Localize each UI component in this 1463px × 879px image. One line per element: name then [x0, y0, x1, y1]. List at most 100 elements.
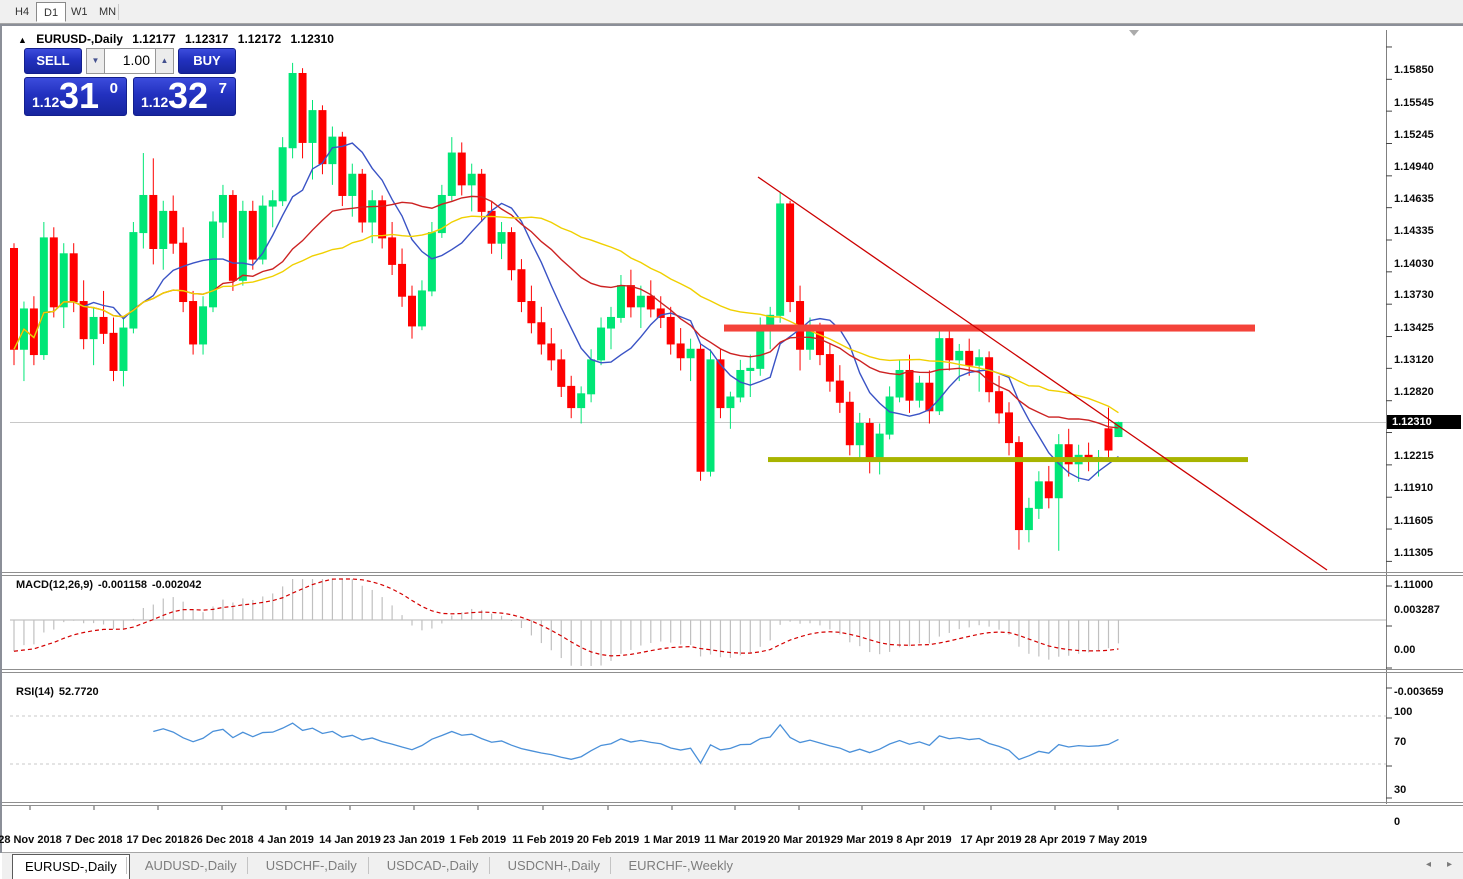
candle-body	[955, 350, 964, 361]
panel-separator[interactable]	[2, 572, 1463, 573]
candle-body	[139, 194, 148, 234]
candle-body	[995, 391, 1004, 414]
candle-body	[985, 357, 994, 393]
candle-body	[79, 301, 88, 340]
timeframe-tab-H4[interactable]: H4	[15, 6, 30, 18]
buy-price-main: 32	[168, 75, 209, 116]
candle-body	[348, 173, 357, 196]
tab-separator	[246, 857, 248, 874]
panel-separator[interactable]	[2, 669, 1463, 670]
candle-body	[616, 285, 625, 318]
candle-body	[1034, 481, 1043, 509]
tab-separator	[125, 857, 127, 874]
candle-body	[915, 382, 924, 401]
support-line[interactable]	[768, 457, 1248, 463]
symbol-tab-bar: EURUSD-,Daily AUDUSD-,Daily USDCHF-,Daily U…	[2, 852, 1463, 879]
candle-body	[1064, 444, 1073, 465]
candle-body	[497, 232, 506, 244]
price-axis-label: 1.15545	[1394, 96, 1434, 109]
candle-body	[726, 396, 735, 409]
date-axis-label: 7 May 2019	[1088, 834, 1148, 846]
descending-trendline[interactable]	[757, 176, 1328, 571]
candle-body	[427, 232, 436, 292]
volume-increase-button[interactable]: ▲	[156, 48, 174, 74]
candle-body	[417, 290, 426, 327]
symbol-tab-EURCHF[interactable]: EURCHF-,Weekly	[628, 858, 734, 873]
candle-body	[10, 247, 18, 350]
candle-body	[179, 242, 188, 303]
candle-body	[437, 194, 446, 234]
symbol-tab-USDCAD[interactable]: USDCAD-,Daily	[386, 858, 479, 873]
candle-body	[59, 253, 68, 308]
tabs-scroll-right-icon[interactable]: ▸	[1447, 859, 1453, 870]
macd-value-2: -0.002042	[151, 579, 202, 591]
symbol-tab-USDCHF[interactable]: USDCHF-,Daily	[265, 858, 357, 873]
date-axis-label: 29 Mar 2019	[830, 834, 894, 846]
candle-body	[199, 306, 208, 345]
candle-body	[318, 110, 327, 165]
macd-axis-label: -0.003659	[1394, 686, 1444, 698]
price-axis-label: 1.13730	[1394, 289, 1434, 302]
toolbar-separator	[118, 4, 119, 20]
candle-body	[696, 348, 705, 472]
candle-body	[935, 338, 944, 412]
tabs-scroll-left-icon[interactable]: ◂	[1426, 859, 1432, 870]
buy-price-button[interactable]: 1.12 32 7	[133, 75, 236, 116]
buy-price-prefix: 1.12	[141, 94, 169, 110]
panel-separator	[2, 802, 1463, 803]
candle-body	[129, 232, 138, 329]
volume-input[interactable]: 1.00	[104, 48, 156, 74]
candle-body	[248, 210, 257, 260]
price-axis-label: 1.15850	[1394, 64, 1434, 77]
timeframe-toolbar: H4 D1 W1 MN	[0, 0, 1463, 24]
rsi-axis-label: 100	[1394, 706, 1413, 718]
resistance-line[interactable]	[724, 324, 1255, 332]
candle-body	[756, 327, 765, 369]
timeframe-tab-MN[interactable]: MN	[99, 6, 117, 18]
candle-body	[636, 295, 645, 308]
candle-body	[597, 327, 606, 361]
volume-decrease-button[interactable]: ▼	[86, 48, 104, 74]
timeframe-tab-D1[interactable]: D1	[36, 2, 67, 22]
symbol-tab-USDCNH[interactable]: USDCNH-,Daily	[507, 858, 601, 873]
moving-average-line	[13, 215, 1119, 414]
candle-body	[218, 194, 227, 223]
current-price-tag: 1.12310	[1387, 415, 1461, 429]
sell-price-button[interactable]: 1.12 31 0	[24, 75, 127, 116]
quote-header: ▲ EURUSD-,Daily 1.12177 1.12317 1.12172 …	[18, 32, 340, 46]
price-chart-canvas[interactable]	[2, 26, 1463, 855]
chart-shift-marker-icon[interactable]	[1129, 30, 1139, 36]
sell-button[interactable]: SELL	[24, 48, 82, 74]
tab-separator	[367, 857, 369, 874]
timeframe-tab-W1[interactable]: W1	[71, 6, 88, 18]
date-axis-label: 23 Jan 2019	[383, 834, 445, 846]
price-axis-label: 1.11910	[1394, 482, 1434, 495]
candle-body	[706, 359, 715, 472]
date-axis-label: 20 Mar 2019	[767, 834, 831, 846]
price-axis-label: 1.15245	[1394, 128, 1434, 141]
date-axis-label: 14 Jan 2019	[319, 834, 381, 846]
buy-button[interactable]: BUY	[178, 48, 236, 74]
date-axis-label: 8 Apr 2019	[896, 834, 952, 846]
sell-price-pip: 0	[109, 80, 118, 97]
candle-body	[815, 327, 824, 356]
symbol-tab-AUDUSD[interactable]: AUDUSD-,Daily	[144, 858, 237, 873]
candle-body	[298, 72, 307, 143]
panel-separator[interactable]	[2, 575, 1463, 576]
candle-body	[736, 369, 745, 398]
rsi-value: 52.7720	[58, 686, 99, 698]
date-axis-label: 7 Dec 2018	[65, 834, 123, 846]
date-axis-label: 26 Dec 2018	[190, 834, 254, 846]
symbol-tab-EURUSD[interactable]: EURUSD-,Daily	[12, 854, 130, 879]
candle-body	[646, 295, 655, 310]
candle-body	[1024, 507, 1033, 531]
candle-body	[686, 348, 695, 359]
candle-body	[626, 285, 635, 308]
date-axis-label: 28 Apr 2019	[1024, 834, 1086, 846]
panel-separator[interactable]	[2, 672, 1463, 673]
date-axis-label: 17 Dec 2018	[126, 834, 190, 846]
macd-name: MACD(12,26,9)	[16, 579, 94, 591]
price-axis-label: 1.11305	[1394, 546, 1434, 559]
collapse-triangle-icon[interactable]: ▲	[18, 35, 27, 45]
date-axis-label: 11 Mar 2019	[704, 834, 766, 846]
